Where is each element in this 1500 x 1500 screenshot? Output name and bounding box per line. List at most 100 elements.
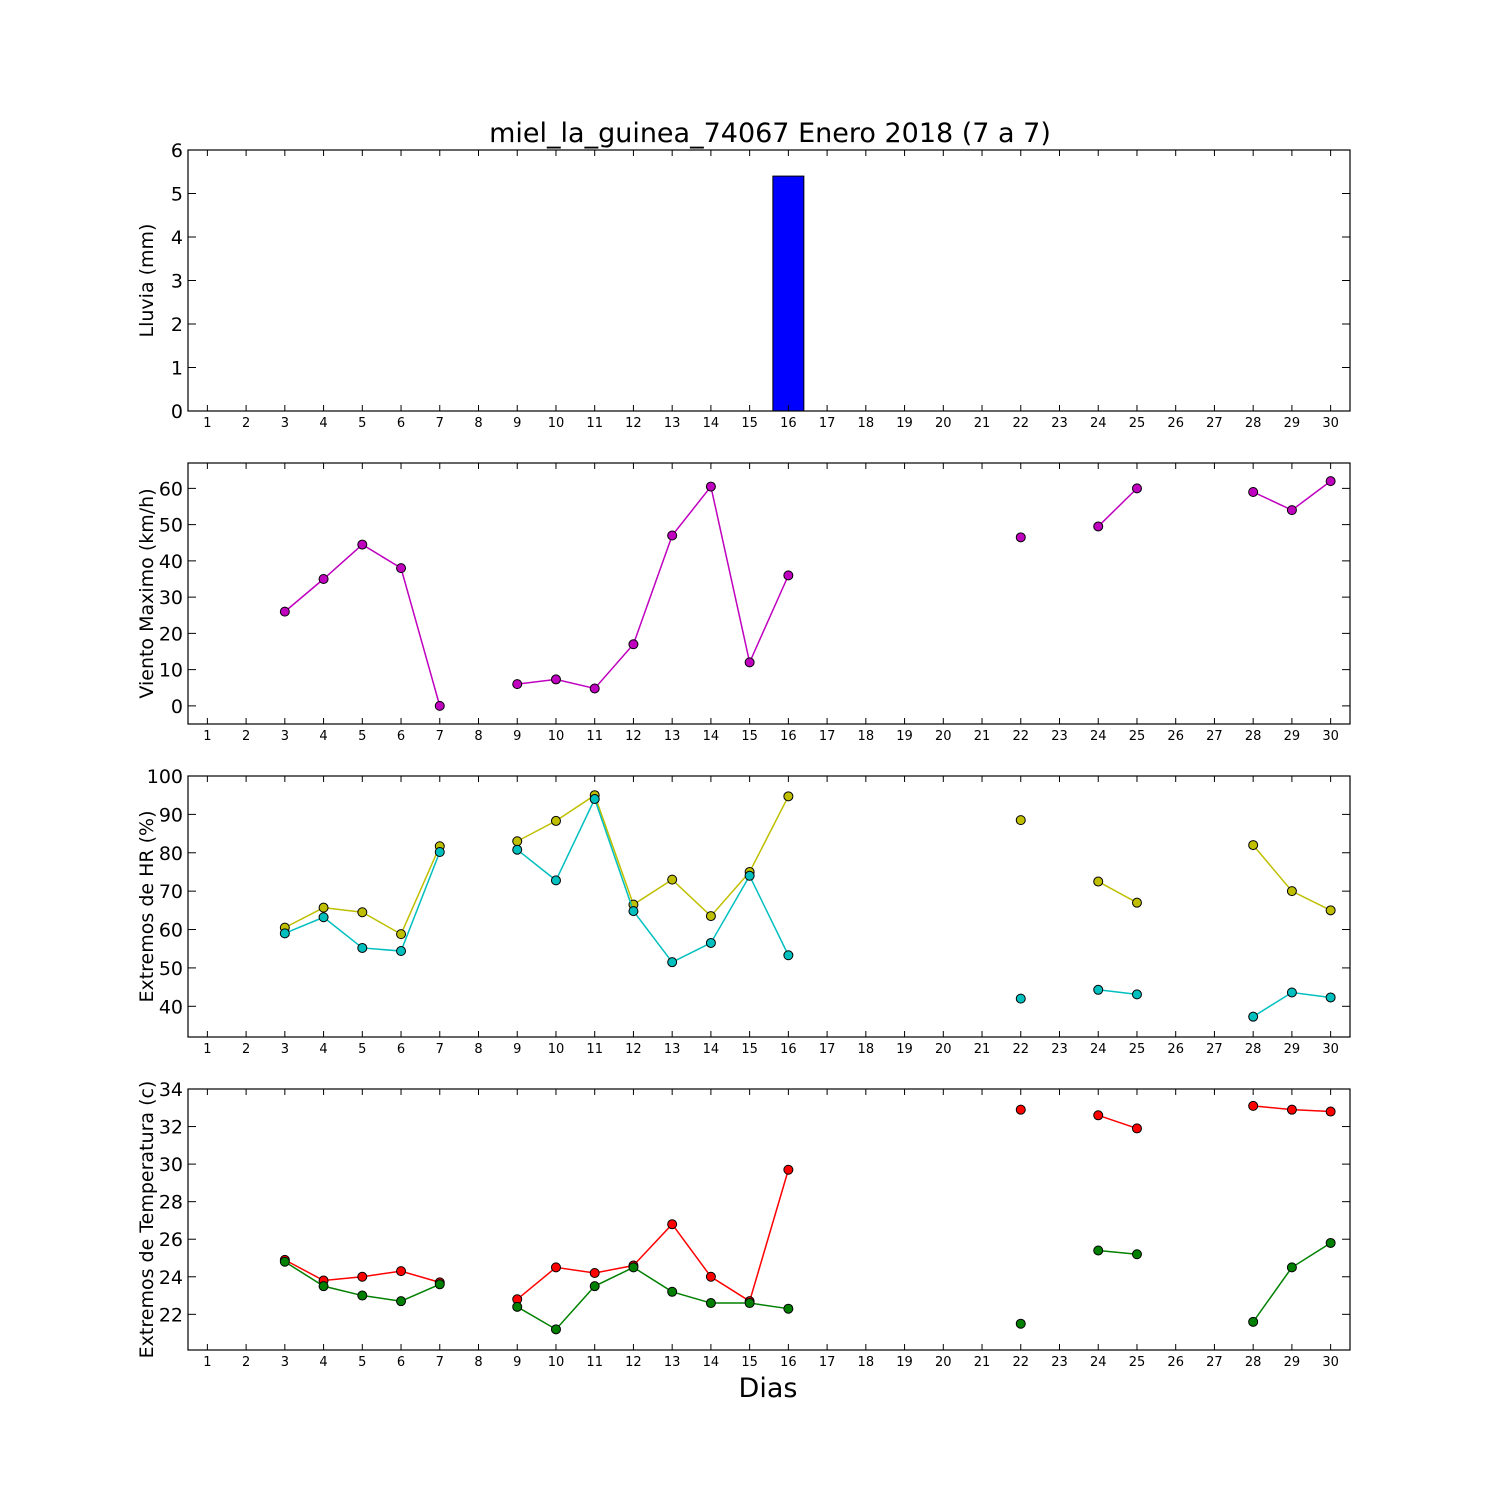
y-axis-label: Extremos de HR (%) (136, 810, 158, 1002)
x-tick-label: 10 (548, 1355, 565, 1370)
x-tick-label: 30 (1322, 1042, 1339, 1057)
data-point (1286, 886, 1297, 897)
y-tick-label: 30 (159, 1154, 183, 1176)
data-point (512, 1301, 523, 1312)
x-tick-label: 9 (513, 416, 521, 431)
x-tick-label: 17 (819, 729, 836, 744)
x-tick-label: 10 (548, 729, 565, 744)
series-1 (279, 476, 1336, 711)
y-tick-label: 1 (171, 358, 183, 380)
y-tick-label: 5 (171, 184, 183, 206)
y-tick-label: 0 (171, 696, 183, 718)
x-tick-label: 29 (1284, 729, 1301, 744)
data-point (783, 791, 794, 802)
y-tick-label: 50 (159, 515, 183, 537)
data-point (1325, 1237, 1336, 1248)
data-point (1131, 897, 1142, 908)
panel-2: 1 2 3 4 5 6 7 8 9 10 11 12 13 14 15 16 17 18 19 20 21 22 23 24 2… (136, 462, 1351, 744)
data-point (357, 1290, 368, 1301)
data-point (1248, 1011, 1259, 1022)
series-line (517, 484, 790, 690)
y-tick-label: 40 (159, 551, 183, 573)
x-tick-label: 28 (1245, 729, 1262, 744)
x-tick-label: 27 (1206, 416, 1223, 431)
data-point (550, 1262, 561, 1273)
y-tick-label: 26 (159, 1229, 183, 1251)
data-point (1015, 1318, 1026, 1329)
data-point (357, 942, 368, 953)
y-tick-label: 22 (159, 1304, 183, 1326)
data-point (318, 1281, 329, 1292)
data-point (318, 902, 329, 913)
data-point (628, 906, 639, 917)
y-tick-label: 40 (159, 996, 183, 1018)
x-tick-label: 30 (1322, 1355, 1339, 1370)
data-point (783, 1164, 794, 1175)
data-point (589, 1281, 600, 1292)
data-point (667, 530, 678, 541)
series-line (1097, 487, 1138, 527)
data-point (1093, 521, 1104, 532)
x-tick-label: 3 (281, 1355, 289, 1370)
x-tick-label: 26 (1167, 729, 1184, 744)
x-tick-label: 20 (935, 1042, 952, 1057)
x-tick-label: 6 (397, 729, 405, 744)
data-point (589, 794, 600, 805)
x-tick-label: 11 (586, 1042, 603, 1057)
axes-frame (187, 1088, 1351, 1351)
x-tick-label: 2 (242, 1355, 250, 1370)
x-tick-label: 28 (1245, 1042, 1262, 1057)
x-tick-label: 12 (625, 729, 642, 744)
y-tick-label: 10 (159, 660, 183, 682)
data-point (1131, 1123, 1142, 1134)
data-point (667, 874, 678, 885)
x-tick-label: 11 (586, 416, 603, 431)
y-axis-label: Lluvia (mm) (136, 224, 158, 338)
data-point (1325, 905, 1336, 916)
x-tick-label: 13 (664, 416, 681, 431)
x-axis-label: Dias (739, 1373, 798, 1404)
x-tick-label: 20 (935, 416, 952, 431)
x-tick-label: 17 (819, 1355, 836, 1370)
data-point (396, 1296, 407, 1307)
x-tick-label: 28 (1245, 1355, 1262, 1370)
data-point (783, 950, 794, 961)
x-tick-label: 9 (513, 1042, 521, 1057)
x-tick-label: 1 (203, 1042, 211, 1057)
data-point (1093, 1245, 1104, 1256)
y-tick-label: 32 (159, 1117, 183, 1139)
data-point (512, 844, 523, 855)
x-tick-label: 27 (1206, 1042, 1223, 1057)
x-tick-label: 25 (1129, 1355, 1146, 1370)
x-tick-label: 24 (1090, 1355, 1107, 1370)
x-tick-label: 8 (474, 416, 482, 431)
x-tick-label: 14 (703, 416, 720, 431)
x-tick-label: 6 (397, 1355, 405, 1370)
panel-3: 1 2 3 4 5 6 7 8 9 10 11 12 13 14 15 16 17 18 19 20 21 22 23 24 2… (136, 766, 1351, 1057)
data-point (318, 574, 329, 584)
x-tick-label: 30 (1322, 729, 1339, 744)
data-point (279, 1256, 290, 1267)
data-point (705, 481, 716, 492)
x-tick-label: 17 (819, 1042, 836, 1057)
data-point (667, 1219, 678, 1230)
data-point (589, 1268, 600, 1279)
x-tick-label: 28 (1245, 416, 1262, 431)
data-point (434, 1279, 445, 1290)
data-point (1325, 992, 1336, 1003)
data-point (1131, 1249, 1142, 1260)
x-tick-label: 11 (586, 729, 603, 744)
x-tick-label: 16 (780, 416, 797, 431)
data-point (1131, 483, 1142, 494)
x-tick-label: 25 (1129, 1042, 1146, 1057)
y-tick-label: 30 (159, 587, 183, 609)
data-point (1131, 989, 1142, 1000)
x-tick-label: 20 (935, 1355, 952, 1370)
data-point (550, 815, 561, 826)
x-tick-label: 18 (858, 1355, 875, 1370)
x-tick-label: 13 (664, 729, 681, 744)
x-tick-label: 29 (1284, 1355, 1301, 1370)
data-point (667, 957, 678, 968)
x-tick-label: 29 (1284, 1042, 1301, 1057)
x-tick-label: 14 (703, 729, 720, 744)
